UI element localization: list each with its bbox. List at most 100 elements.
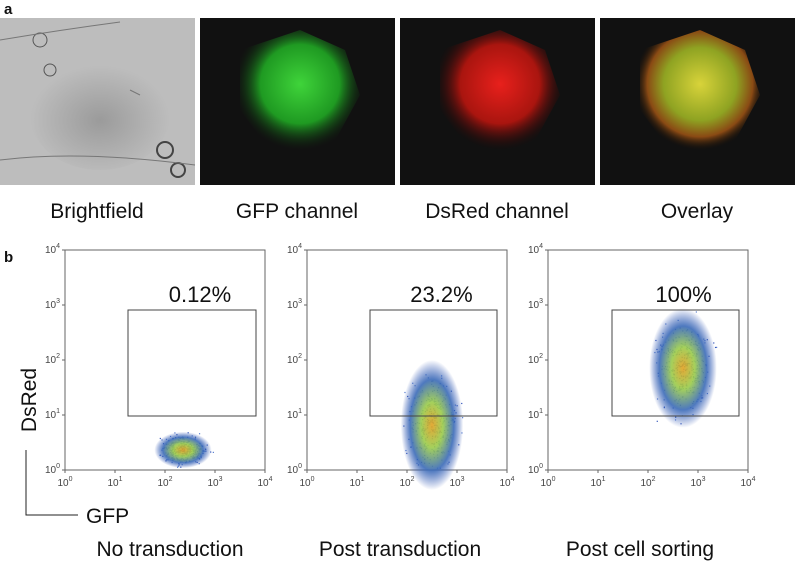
tick-base: 10	[107, 478, 119, 489]
tick-label: 102	[528, 353, 543, 366]
overlay-image	[600, 18, 795, 185]
density-cloud	[649, 308, 717, 428]
gfp-image	[200, 18, 395, 185]
gate-label: 100%	[655, 282, 711, 307]
tick-label: 101	[528, 408, 543, 421]
tick-exponent: 0	[311, 476, 315, 483]
tick-label: 104	[499, 476, 514, 489]
tick-base: 10	[399, 478, 411, 489]
tick-base: 10	[287, 300, 299, 311]
tick-label: 103	[449, 476, 464, 489]
tick-base: 10	[528, 245, 540, 256]
plot-caption: Post cell sorting	[566, 538, 714, 561]
tick-label: 100	[45, 463, 60, 476]
y-axis-label: DsRed	[18, 368, 41, 432]
tick-base: 10	[45, 355, 57, 366]
tick-base: 10	[207, 478, 219, 489]
tick-exponent: 2	[298, 353, 302, 360]
gate	[127, 309, 257, 417]
tick-base: 10	[287, 245, 299, 256]
tick-exponent: 4	[298, 243, 302, 250]
tick-label: 101	[590, 476, 605, 489]
tick-exponent: 1	[602, 476, 606, 483]
tick-base: 10	[287, 410, 299, 421]
tick-label: 100	[540, 476, 555, 489]
gate	[369, 309, 498, 417]
tick-label: 100	[287, 463, 302, 476]
image-caption: DsRed channel	[425, 200, 569, 223]
tick-label: 102	[157, 476, 172, 489]
tick-base: 10	[540, 478, 552, 489]
gate-label: 0.12%	[169, 282, 231, 307]
event-dot	[656, 420, 658, 422]
tick-exponent: 3	[219, 476, 223, 483]
density-cloud	[400, 360, 464, 490]
tick-label: 100	[299, 476, 314, 489]
dsred-image	[400, 18, 595, 185]
tick-label: 103	[207, 476, 222, 489]
tick-exponent: 4	[56, 243, 60, 250]
tick-label: 101	[349, 476, 364, 489]
tick-exponent: 3	[702, 476, 706, 483]
tick-base: 10	[45, 410, 57, 421]
tick-label: 101	[45, 408, 60, 421]
event-dot	[461, 402, 463, 405]
event-dot	[695, 311, 697, 313]
brightfield-image	[0, 18, 196, 185]
event-dot	[404, 391, 406, 394]
tick-label: 102	[399, 476, 414, 489]
tick-exponent: 0	[69, 476, 73, 483]
panel-letter: a	[4, 1, 13, 18]
tick-base: 10	[299, 478, 311, 489]
tick-exponent: 3	[461, 476, 465, 483]
tick-base: 10	[528, 355, 540, 366]
tick-base: 10	[287, 465, 299, 476]
tick-label: 104	[45, 243, 60, 256]
image-caption: GFP channel	[236, 200, 358, 223]
tick-label: 103	[690, 476, 705, 489]
tick-base: 10	[499, 478, 511, 489]
tick-label: 101	[287, 408, 302, 421]
tick-exponent: 3	[298, 298, 302, 305]
tick-exponent: 1	[56, 408, 60, 415]
event-dot	[714, 346, 717, 349]
tick-exponent: 2	[169, 476, 173, 483]
tick-label: 100	[528, 463, 543, 476]
tick-label: 102	[45, 353, 60, 366]
axis-indicator	[25, 450, 78, 516]
tick-label: 104	[528, 243, 543, 256]
tick-base: 10	[640, 478, 652, 489]
tick-exponent: 1	[119, 476, 123, 483]
tick-exponent: 0	[552, 476, 556, 483]
tick-exponent: 3	[539, 298, 543, 305]
event-dot	[713, 342, 715, 344]
event-dot	[212, 451, 214, 453]
tick-base: 10	[257, 478, 269, 489]
tick-exponent: 0	[539, 463, 543, 470]
tick-label: 100	[57, 476, 72, 489]
plot-caption: Post transduction	[319, 538, 481, 561]
tick-exponent: 4	[539, 243, 543, 250]
event-dot	[159, 437, 161, 440]
tick-exponent: 4	[269, 476, 273, 483]
image-caption: Overlay	[661, 200, 734, 223]
tick-label: 103	[45, 298, 60, 311]
tick-exponent: 2	[411, 476, 415, 483]
tick-base: 10	[287, 355, 299, 366]
plot-caption: No transduction	[96, 538, 243, 561]
tick-base: 10	[740, 478, 752, 489]
image-caption: Brightfield	[50, 200, 143, 223]
density-cloud	[154, 431, 212, 469]
tick-base: 10	[690, 478, 702, 489]
tick-label: 104	[257, 476, 272, 489]
tick-base: 10	[528, 465, 540, 476]
tick-base: 10	[528, 300, 540, 311]
tick-base: 10	[449, 478, 461, 489]
panel-letter: b	[4, 249, 13, 266]
tick-exponent: 1	[298, 408, 302, 415]
tick-label: 104	[740, 476, 755, 489]
tick-label: 104	[287, 243, 302, 256]
tick-label: 102	[640, 476, 655, 489]
